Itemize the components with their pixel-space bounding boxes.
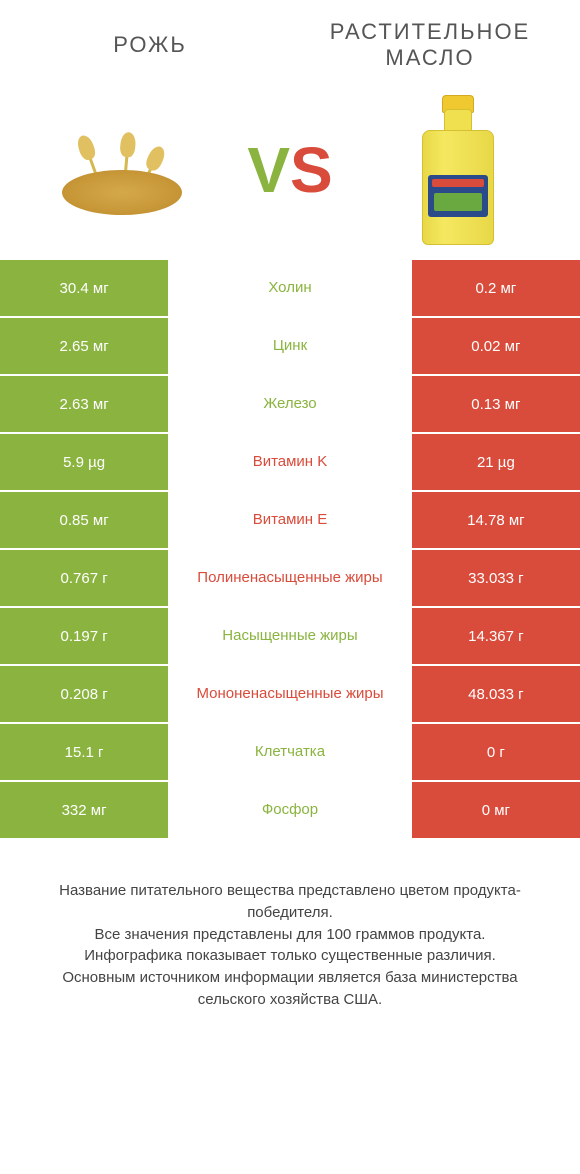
nutrient-name: Клетчатка [168,724,412,780]
footer-line: Основным источником информации является … [30,967,550,1011]
left-value: 0.197 г [0,608,168,664]
vs-v: V [247,133,290,207]
nutrient-name: Цинк [168,318,412,374]
table-row: 0.197 гНасыщенные жиры14.367 г [0,608,580,666]
right-value: 0.2 мг [412,260,580,316]
left-value: 30.4 мг [0,260,168,316]
right-value: 0.02 мг [412,318,580,374]
table-row: 5.9 µgВитамин K21 µg [0,434,580,492]
right-value: 0 мг [412,782,580,838]
left-value: 0.767 г [0,550,168,606]
right-value: 33.033 г [412,550,580,606]
left-value: 5.9 µg [0,434,168,490]
right-value: 0.13 мг [412,376,580,432]
left-value: 0.85 мг [0,492,168,548]
footer-line: Все значения представлены для 100 граммо… [30,924,550,946]
vs-s: S [290,133,333,207]
table-row: 0.767 гПолиненасыщенные жиры33.033 г [0,550,580,608]
nutrient-name: Железо [168,376,412,432]
right-value: 48.033 г [412,666,580,722]
left-value: 0.208 г [0,666,168,722]
images-row: VS [0,80,580,260]
vs-label: VS [247,133,332,207]
right-value: 14.367 г [412,608,580,664]
table-row: 0.208 гМононенасыщенные жиры48.033 г [0,666,580,724]
right-product-title: РАСТИТЕЛЬНОЕ МАСЛО [290,19,570,71]
nutrient-name: Холин [168,260,412,316]
table-row: 30.4 мгХолин0.2 мг [0,260,580,318]
left-value: 332 мг [0,782,168,838]
nutrient-name: Витамин K [168,434,412,490]
comparison-table: 30.4 мгХолин0.2 мг2.65 мгЦинк0.02 мг2.63… [0,260,580,840]
nutrient-name: Насыщенные жиры [168,608,412,664]
left-value: 2.63 мг [0,376,168,432]
table-row: 2.63 мгЖелезо0.13 мг [0,376,580,434]
table-row: 2.65 мгЦинк0.02 мг [0,318,580,376]
footer: Название питательного вещества представл… [0,840,580,1031]
table-row: 332 мгФосфор0 мг [0,782,580,840]
footer-line: Название питательного вещества представл… [30,880,550,924]
nutrient-name: Фосфор [168,782,412,838]
oil-image [378,95,538,245]
table-row: 0.85 мгВитамин E14.78 мг [0,492,580,550]
left-value: 15.1 г [0,724,168,780]
rye-image [42,95,202,245]
left-product-title: РОЖЬ [10,32,290,58]
right-value: 0 г [412,724,580,780]
footer-line: Инфографика показывает только существенн… [30,945,550,967]
header: РОЖЬ РАСТИТЕЛЬНОЕ МАСЛО [0,0,580,80]
nutrient-name: Витамин E [168,492,412,548]
nutrient-name: Мононенасыщенные жиры [168,666,412,722]
table-row: 15.1 гКлетчатка0 г [0,724,580,782]
left-value: 2.65 мг [0,318,168,374]
right-value: 14.78 мг [412,492,580,548]
nutrient-name: Полиненасыщенные жиры [168,550,412,606]
right-value: 21 µg [412,434,580,490]
